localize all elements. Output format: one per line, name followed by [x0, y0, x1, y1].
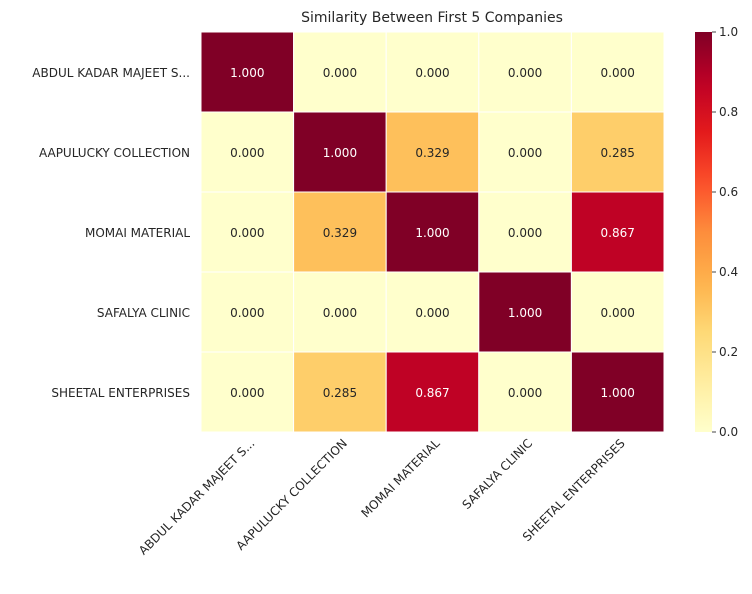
cell-value-label: 0.285: [601, 146, 635, 160]
cell-value-label: 1.000: [415, 226, 449, 240]
cell-value-label: 0.867: [415, 386, 449, 400]
heatmap-cell: [200, 31, 295, 113]
cell-value-labels: 1.000 0.000 0.000 0.000 0.000 0.000 1.000 0.329…: [230, 66, 635, 400]
x-tick-labels: ABDUL KADAR MAJEET S...AAPULUCKY COLLECT…: [136, 436, 628, 558]
y-tick-label: ABDUL KADAR MAJEET S...: [32, 66, 190, 80]
cell-value-label: 0.000: [508, 386, 542, 400]
y-tick-label: SHEETAL ENTERPRISES: [51, 386, 190, 400]
heatmap-cell: [478, 271, 572, 353]
heatmap-cell: [385, 351, 480, 433]
heatmap-cell: [385, 31, 480, 113]
cell-value-label: 0.000: [415, 66, 449, 80]
heatmap-cell: [293, 351, 387, 433]
heatmap-cell: [570, 111, 665, 193]
heatmap-cell: [570, 351, 665, 433]
cell-value-label: 1.000: [508, 306, 542, 320]
colorbar-tick-label: 0.8: [719, 105, 738, 119]
heatmap-cell: [293, 191, 387, 273]
cell-value-label: 0.000: [230, 146, 264, 160]
y-tick-label: MOMAI MATERIAL: [85, 226, 190, 240]
cell-value-label: 0.329: [323, 226, 357, 240]
heatmap-cell: [570, 31, 665, 113]
cell-value-label: 1.000: [601, 386, 635, 400]
cell-value-label: 0.285: [323, 386, 357, 400]
heatmap-cell: [293, 271, 387, 353]
colorbar-tick-label: 0.4: [719, 265, 738, 279]
x-tick-label: AAPULUCKY COLLECTION: [233, 436, 350, 553]
cell-value-label: 0.000: [601, 66, 635, 80]
heatmap-cell: [200, 111, 295, 193]
cell-value-label: 0.000: [601, 306, 635, 320]
cell-value-label: 1.000: [230, 66, 264, 80]
heatmap-cell: [200, 271, 295, 353]
heatmap-cell: [385, 271, 480, 353]
colorbar-tick-label: 0.2: [719, 345, 738, 359]
heatmap-cell: [385, 111, 480, 193]
colorbar-gradient: [695, 32, 712, 432]
cell-value-label: 0.329: [415, 146, 449, 160]
heatmap-cell: [570, 271, 665, 353]
chart-title: Similarity Between First 5 Companies: [301, 10, 563, 26]
heatmap-cell: [293, 31, 387, 113]
colorbar-tick-label: 0.6: [719, 185, 738, 199]
cell-value-label: 0.000: [415, 306, 449, 320]
cell-value-label: 0.867: [601, 226, 635, 240]
heatmap-cells: [200, 31, 665, 433]
y-tick-label: AAPULUCKY COLLECTION: [39, 146, 190, 160]
cell-value-label: 0.000: [323, 306, 357, 320]
heatmap-cell: [478, 31, 572, 113]
cell-value-label: 0.000: [323, 66, 357, 80]
heatmap-cell: [570, 191, 665, 273]
cell-value-label: 0.000: [508, 66, 542, 80]
heatmap-cell: [478, 191, 572, 273]
cell-value-label: 0.000: [508, 226, 542, 240]
colorbar-tick-label: 1.0: [719, 25, 738, 39]
cell-value-label: 0.000: [230, 226, 264, 240]
x-tick-label: SAFALYA CLINIC: [460, 436, 536, 512]
colorbar: 0.0 0.2 0.4 0.6 0.8 1.0: [695, 25, 738, 439]
x-tick-label: SHEETAL ENTERPRISES: [520, 436, 628, 544]
y-tick-label: SAFALYA CLINIC: [97, 306, 190, 320]
y-tick-labels: ABDUL KADAR MAJEET S... AAPULUCKY COLLECT…: [32, 66, 190, 400]
x-tick-label: MOMAI MATERIAL: [358, 436, 442, 520]
cell-value-label: 0.000: [230, 386, 264, 400]
heatmap-cell: [385, 191, 480, 273]
cell-value-label: 0.000: [230, 306, 264, 320]
heatmap-cell: [200, 351, 295, 433]
colorbar-tick-label: 0.0: [719, 425, 738, 439]
cell-value-label: 0.000: [508, 146, 542, 160]
cell-value-label: 1.000: [323, 146, 357, 160]
